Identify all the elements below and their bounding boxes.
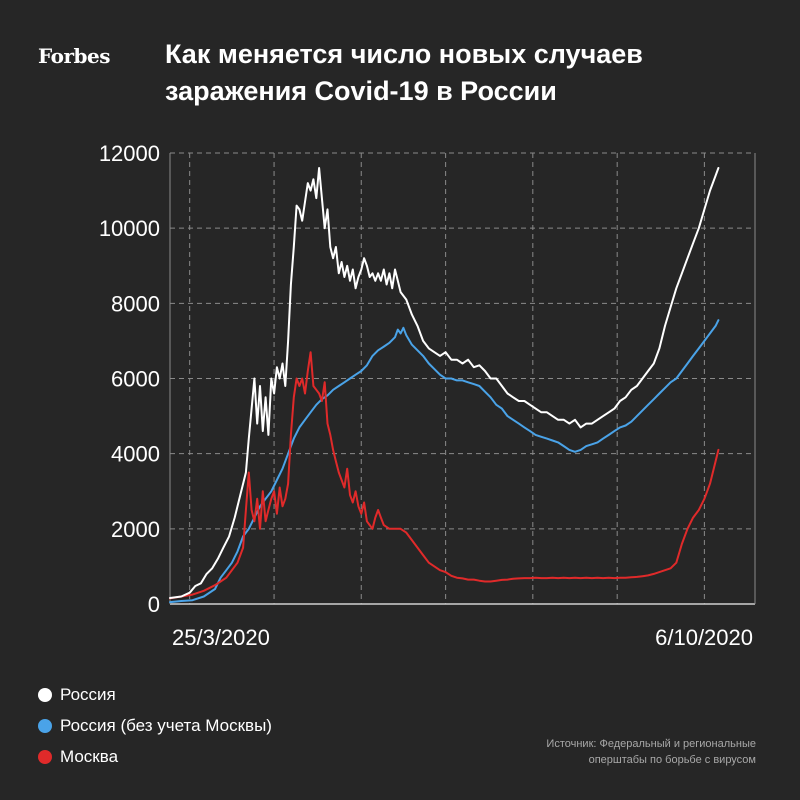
legend-item-russia-excl-moscow: Россия (без учета Москвы) xyxy=(38,711,272,741)
legend-swatch-moscow xyxy=(38,750,52,764)
source-line-2: оперштабы по борьбе с вирусом xyxy=(588,754,756,766)
chart-title: Как меняется число новых случаев заражен… xyxy=(165,39,643,106)
legend-item-moscow: Москва xyxy=(38,742,272,772)
source-note: Источник: Федеральный и региональные опе… xyxy=(456,736,756,768)
y-tick-label: 0 xyxy=(148,592,160,617)
y-tick-label: 10000 xyxy=(99,216,160,241)
y-tick-label: 8000 xyxy=(111,291,160,316)
y-tick-label: 2000 xyxy=(111,517,160,542)
legend-label-russia-excl-moscow: Россия (без учета Москвы) xyxy=(60,716,272,735)
forbes-logo: Forbes xyxy=(38,44,110,68)
line-chart: 12000 10000 8000 6000 4000 2000 0 25/3/2020 6/… xyxy=(99,141,756,650)
legend-swatch-russia-excl-moscow xyxy=(38,719,52,733)
series-line-0 xyxy=(169,167,720,599)
legend: Россия Россия (без учета Москвы) Москва xyxy=(38,680,272,772)
y-tick-label: 4000 xyxy=(111,442,160,467)
legend-swatch-russia xyxy=(38,688,52,702)
x-tick-start: 25/3/2020 xyxy=(172,625,270,650)
x-tick-end: 6/10/2020 xyxy=(655,625,753,650)
legend-label-russia: Россия xyxy=(60,685,116,704)
source-line-1: Источник: Федеральный и региональные xyxy=(546,738,756,750)
legend-item-russia: Россия xyxy=(38,680,272,710)
y-tick-label: 6000 xyxy=(111,367,160,392)
y-tick-label: 12000 xyxy=(99,141,160,166)
series-line-1 xyxy=(169,319,720,604)
series-line-2 xyxy=(169,351,720,600)
legend-label-moscow: Москва xyxy=(60,747,119,766)
